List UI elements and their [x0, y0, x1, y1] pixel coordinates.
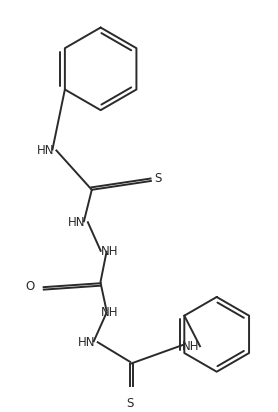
Text: NH: NH — [101, 245, 118, 258]
Text: HN: HN — [37, 144, 54, 157]
Text: O: O — [26, 280, 35, 293]
Text: S: S — [126, 397, 134, 410]
Text: NH: NH — [101, 306, 118, 319]
Text: HN: HN — [68, 216, 86, 229]
Text: NH: NH — [182, 339, 200, 353]
Text: HN: HN — [78, 336, 96, 349]
Text: S: S — [154, 173, 161, 185]
